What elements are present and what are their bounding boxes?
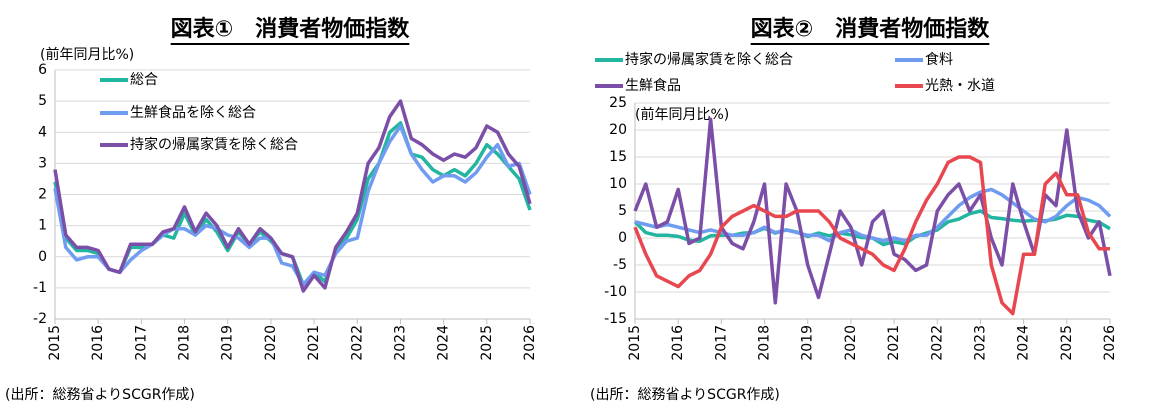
y-tick-label: 4	[38, 124, 47, 140]
x-tick-label: 2022	[349, 325, 365, 361]
x-tick-label: 2021	[886, 325, 902, 361]
x-tick-label: 2019	[800, 325, 816, 361]
y-tick-label: -2	[33, 311, 47, 327]
y-tick-label: 15	[609, 149, 627, 165]
x-tick-label: 2025	[1059, 325, 1075, 361]
y-tick-label: -15	[604, 311, 627, 327]
x-tick-label: 2020	[843, 325, 859, 361]
y-tick-label: 2	[38, 187, 47, 203]
x-tick-label: 2024	[436, 325, 452, 361]
x-tick-label: 2023	[392, 325, 408, 361]
x-tick-label: 2018	[177, 325, 193, 361]
source-note: (出所：総務省よりSCGR作成)	[590, 387, 780, 403]
y-axis-label: (前年同月比%)	[635, 106, 729, 123]
x-tick-label: 2026	[1102, 325, 1118, 361]
x-tick-label: 2021	[306, 325, 322, 361]
x-tick-label: 2017	[133, 325, 149, 361]
x-tick-label: 2022	[929, 325, 945, 361]
y-tick-label: 1	[38, 218, 47, 234]
series-line	[634, 187, 1112, 243]
y-tick-label: 0	[38, 249, 47, 265]
y-tick-label: 5	[38, 93, 47, 109]
chart-title: 図表② 消費者物価指数	[751, 16, 991, 42]
x-tick-label: 2024	[1016, 325, 1032, 361]
legend-label: 総合	[130, 72, 158, 88]
y-tick-label: -10	[604, 284, 627, 300]
y-tick-label: 5	[618, 203, 627, 219]
x-tick-label: 2015	[47, 325, 63, 361]
y-tick-label: 20	[609, 122, 627, 138]
y-tick-label: 6	[38, 62, 47, 78]
x-tick-label: 2019	[220, 325, 236, 361]
source-note: (出所：総務省よりSCGR作成)	[5, 387, 195, 403]
series-line	[633, 155, 1110, 316]
legend-label: 生鮮食品を除く総合	[130, 104, 256, 121]
series-line	[53, 99, 532, 293]
legend-label: 持家の帰属家賃を除く総合	[130, 136, 298, 153]
series-line	[53, 124, 532, 287]
y-tick-label: 3	[38, 155, 47, 171]
y-tick-label: 0	[618, 230, 627, 246]
legend-label: 生鮮食品	[625, 77, 681, 94]
legend-label: 食料	[925, 51, 953, 68]
legend-label: 持家の帰属家賃を除く総合	[625, 51, 793, 68]
y-tick-label: 25	[609, 95, 627, 111]
series-line	[633, 117, 1112, 305]
x-tick-label: 2017	[713, 325, 729, 361]
x-tick-label: 2018	[757, 325, 773, 361]
x-tick-label: 2016	[90, 325, 106, 361]
y-axis-label: (前年同月比%)	[40, 46, 134, 63]
x-tick-label: 2026	[522, 325, 538, 361]
chart-title: 図表① 消費者物価指数	[171, 16, 411, 42]
y-tick-label: -5	[613, 257, 627, 273]
x-tick-label: 2020	[263, 325, 279, 361]
y-tick-label: -1	[33, 280, 47, 296]
x-tick-label: 2023	[972, 325, 988, 361]
legend-label: 光熱・水道	[925, 78, 995, 94]
x-tick-label: 2016	[670, 325, 686, 361]
x-tick-label: 2025	[479, 325, 495, 361]
x-tick-label: 2015	[627, 325, 643, 361]
y-tick-label: 10	[609, 176, 627, 192]
